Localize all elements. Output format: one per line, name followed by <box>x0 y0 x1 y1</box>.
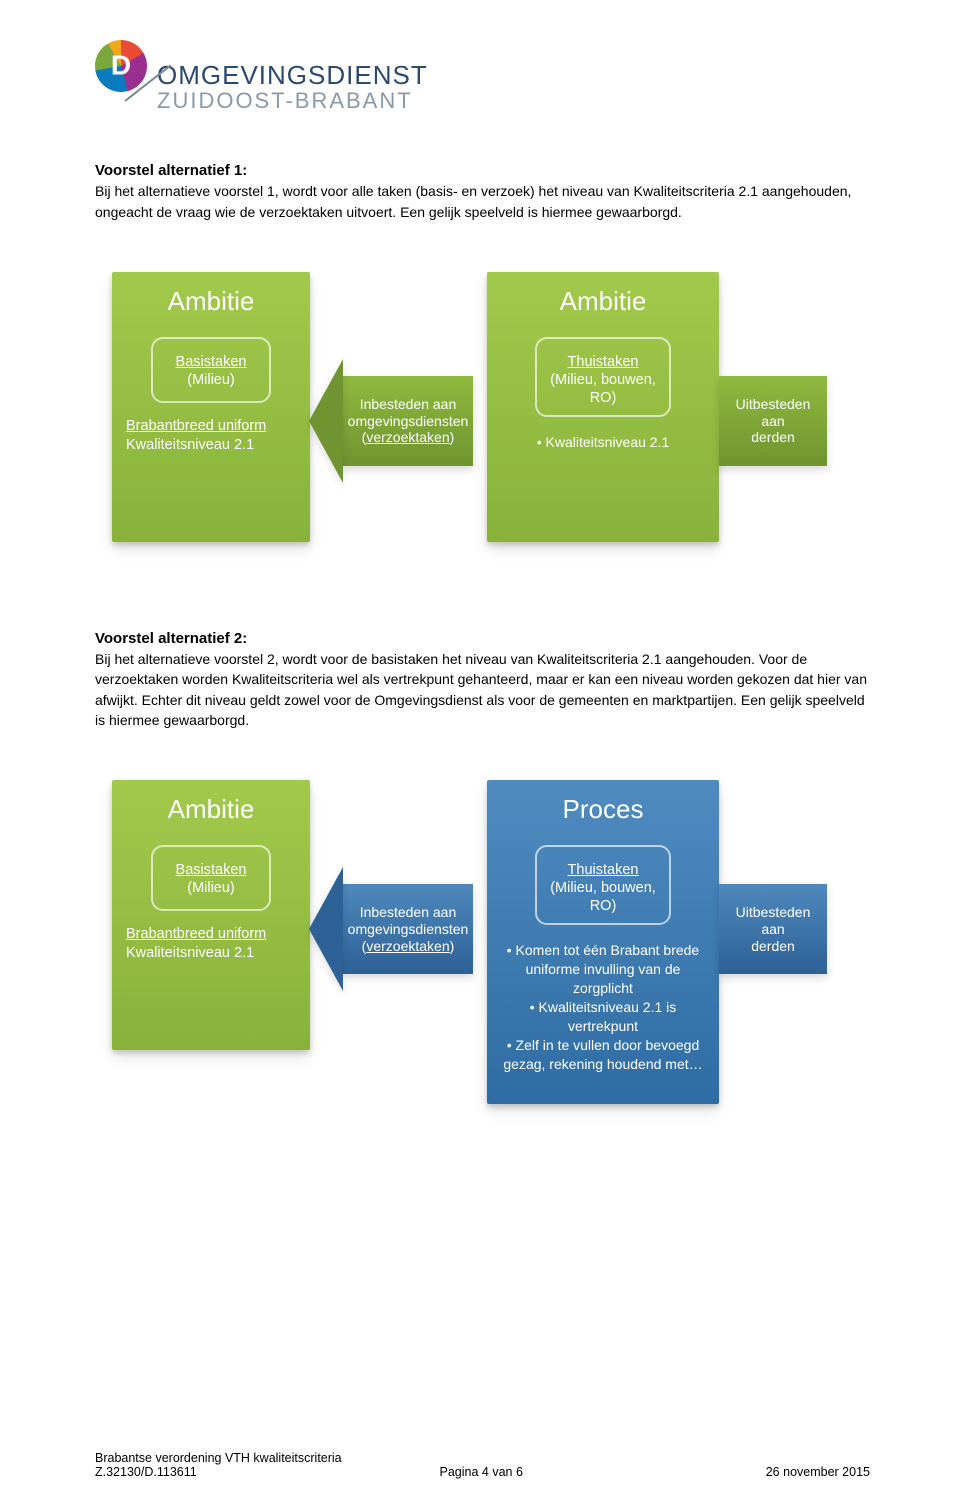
footer-ref: Z.32130/D.113611 <box>95 1465 197 1479</box>
left-panel-sub: Brabantbreed uniformKwaliteitsniveau 2.1 <box>112 413 310 469</box>
right-panel: Ambitie Thuistaken(Milieu, bouwen,RO) • Kw… <box>487 272 719 542</box>
right-panel-box: Thuistaken(Milieu, bouwen,RO) <box>535 845 671 925</box>
right-panel-box: Thuistaken(Milieu, bouwen,RO) <box>535 337 671 417</box>
right-panel-bullets: • Kwaliteitsniveau 2.1 <box>487 427 719 464</box>
footer-date: 26 november 2015 <box>766 1465 870 1479</box>
left-panel-title: Ambitie <box>112 272 310 327</box>
left-arrow-tip-icon <box>309 867 343 991</box>
right-panel-title: Proces <box>487 780 719 835</box>
left-panel: Ambitie Basistaken(Milieu) Brabantbreed un… <box>112 272 310 542</box>
section2-heading: Voorstel alternatief 2: <box>95 630 870 647</box>
left-arrow: Inbesteden aanomgevingsdiensten(verzoekt… <box>343 376 473 466</box>
left-arrow-tip-icon <box>309 359 343 483</box>
right-panel-bullets: • Komen tot één Brabant brede uniforme i… <box>487 935 719 1085</box>
logo-line1: OMGEVINGSDIENST <box>157 62 428 89</box>
left-panel: Ambitie Basistaken(Milieu) Brabantbreed un… <box>112 780 310 1050</box>
logo-line2: ZUIDOOST-BRABANT <box>157 89 428 112</box>
right-panel: Proces Thuistaken(Milieu, bouwen,RO) • Kom… <box>487 780 719 1104</box>
left-panel-title: Ambitie <box>112 780 310 835</box>
footer-title: Brabantse verordening VTH kwaliteitscrit… <box>95 1451 870 1465</box>
section1-heading: Voorstel alternatief 1: <box>95 162 870 179</box>
left-panel-sub: Brabantbreed uniformKwaliteitsniveau 2.1 <box>112 921 310 977</box>
right-panel-title: Ambitie <box>487 272 719 327</box>
left-arrow: Inbesteden aanomgevingsdiensten(verzoekt… <box>343 884 473 974</box>
diagram-alternatief-1: Ambitie Basistaken(Milieu) Brabantbreed un… <box>87 250 857 590</box>
page-footer: Brabantse verordening VTH kwaliteitscrit… <box>95 1451 870 1479</box>
footer-page: Pagina 4 van 6 <box>440 1465 523 1479</box>
section1-body: Bij het alternatieve voorstel 1, wordt v… <box>95 181 870 222</box>
right-arrow: Uitbesteden aanderden <box>719 376 827 466</box>
diagram-alternatief-2: Ambitie Basistaken(Milieu) Brabantbreed un… <box>87 758 857 1118</box>
logo-mark-icon <box>95 40 147 92</box>
logo: OMGEVINGSDIENST ZUIDOOST-BRABANT <box>95 40 870 102</box>
left-panel-box: Basistaken(Milieu) <box>151 845 271 911</box>
right-arrow: Uitbesteden aanderden <box>719 884 827 974</box>
left-panel-box: Basistaken(Milieu) <box>151 337 271 403</box>
section2-body: Bij het alternatieve voorstel 2, wordt v… <box>95 649 870 730</box>
